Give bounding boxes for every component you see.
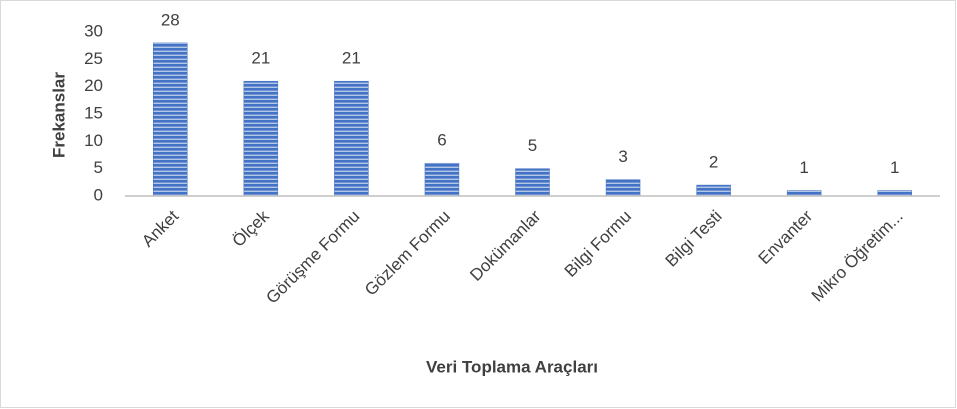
x-tick-label: Ölçek: [229, 206, 274, 251]
y-tick-label: 5: [94, 158, 103, 177]
bar: [605, 179, 641, 197]
bar: [877, 190, 912, 197]
y-tick-label: 25: [84, 49, 103, 68]
y-tick-label: 20: [84, 76, 103, 95]
data-label: 3: [618, 147, 627, 166]
x-tick-label: Mikro Öğretim...: [808, 207, 907, 306]
bar: [424, 162, 460, 197]
x-tick-label: Bilgi Formu: [561, 207, 635, 281]
data-label: 5: [528, 136, 537, 155]
bar: [786, 190, 822, 197]
data-label: 1: [890, 158, 899, 177]
data-label: 6: [437, 131, 446, 150]
data-label: 28: [161, 10, 180, 29]
bar: [243, 80, 279, 197]
x-tick-label: Gözlem Formu: [361, 207, 454, 300]
x-tick-label: Görüşme Formu: [262, 207, 363, 308]
y-tick-label: 0: [94, 185, 103, 204]
data-label: 21: [342, 49, 361, 68]
data-label: 21: [251, 49, 270, 68]
x-axis-title: Veri Toplama Araçları: [426, 357, 598, 376]
y-tick-label: 15: [84, 103, 103, 122]
y-tick-label: 30: [84, 21, 103, 40]
x-tick-label: Envanter: [755, 206, 817, 268]
bar: [334, 80, 369, 197]
x-tick-label: Dokümanlar: [466, 206, 544, 284]
x-tick-label: Bilgi Testi: [662, 207, 726, 271]
bar: [153, 42, 188, 197]
data-label: 2: [709, 153, 718, 172]
bar: [696, 184, 731, 197]
bar: [515, 168, 550, 197]
y-tick-label: 10: [84, 131, 103, 150]
x-tick-label: Anket: [138, 206, 182, 250]
y-axis-title: Frekanslar: [49, 72, 68, 158]
data-label: 1: [799, 158, 808, 177]
